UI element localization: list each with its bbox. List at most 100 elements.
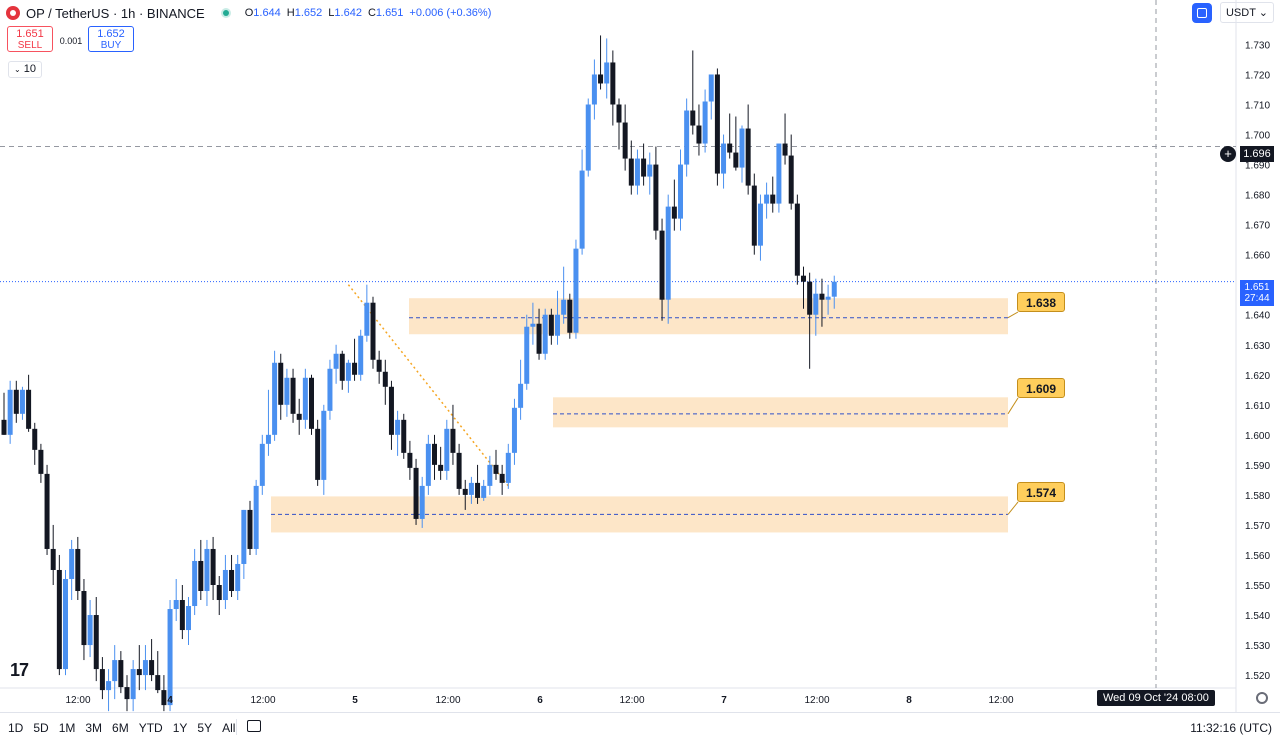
level-label-1574[interactable]: 1.574 — [1017, 482, 1065, 502]
candle-body — [290, 377, 296, 414]
candle-body — [32, 428, 38, 450]
buy-button[interactable]: 1.652 BUY — [88, 26, 134, 52]
candle-body — [419, 485, 425, 519]
candle-body — [702, 101, 708, 144]
price-tick-label: 1.670 — [1245, 221, 1270, 232]
range-1d[interactable]: 1D — [8, 721, 24, 735]
currency-select[interactable]: USDT ⌄ — [1219, 2, 1274, 23]
candle-body — [149, 660, 155, 676]
range-all[interactable]: All — [222, 721, 236, 735]
candle-body — [118, 660, 124, 688]
candle-body — [610, 62, 616, 105]
sell-button[interactable]: 1.651 SELL — [7, 26, 53, 52]
candle-body — [1, 419, 7, 435]
candle-body — [186, 606, 191, 631]
candle-body — [690, 110, 696, 126]
candle-body — [782, 143, 788, 156]
top-right-tools: USDT ⌄ — [1191, 2, 1274, 23]
candle-body — [333, 353, 339, 369]
candle-body — [352, 362, 358, 375]
candle-body — [831, 281, 837, 297]
candle-body — [536, 323, 542, 354]
price-tick-label: 1.530 — [1245, 641, 1270, 652]
candle-body — [739, 128, 745, 168]
candle-body — [229, 569, 235, 592]
ohlc-low: L1.642 — [328, 7, 362, 19]
candle-body — [524, 326, 530, 384]
time-tick-label: 12:00 — [435, 695, 460, 706]
candle-body — [358, 335, 364, 375]
price-change: +0.006 (+0.36%) — [409, 7, 492, 19]
candle-body — [142, 660, 148, 676]
candle-body — [75, 548, 81, 592]
time-tick-label: 6 — [537, 695, 543, 706]
candle-body — [13, 389, 19, 414]
candle-body — [388, 386, 394, 435]
candle-body — [653, 164, 659, 231]
candle-body — [407, 452, 413, 468]
candle-body — [50, 548, 56, 570]
price-tick-label: 1.660 — [1245, 251, 1270, 262]
settings-gear-icon[interactable] — [1256, 692, 1268, 704]
candle-body — [278, 362, 284, 405]
time-range-buttons: 1D 5D 1M 3M 6M YTD 1Y 5Y All — [8, 721, 235, 735]
candle-body — [216, 584, 222, 601]
level-label-1638[interactable]: 1.638 — [1017, 292, 1065, 312]
range-1m[interactable]: 1M — [58, 721, 76, 735]
price-tick-label: 1.550 — [1245, 581, 1270, 592]
time-tick-label: 12:00 — [804, 695, 829, 706]
candle-body — [745, 128, 751, 186]
time-tick-label: 8 — [906, 695, 912, 706]
candle-body — [382, 371, 388, 387]
price-tick-label: 1.680 — [1245, 191, 1270, 202]
range-5d[interactable]: 5D — [33, 721, 49, 735]
level-label-1609[interactable]: 1.609 — [1017, 378, 1065, 398]
last-price-tag: 1.651 27:44 — [1240, 280, 1274, 306]
candle-body — [136, 669, 142, 676]
add-alert-icon[interactable]: + — [1220, 146, 1236, 162]
candle-body — [432, 443, 437, 465]
candle-body — [210, 548, 216, 585]
price-tick-label: 1.580 — [1245, 491, 1270, 502]
lots-toggle[interactable]: ⌄ 10 — [8, 61, 42, 78]
candle-body — [376, 359, 382, 372]
compare-icon[interactable] — [1191, 2, 1212, 23]
candle-body — [696, 125, 702, 144]
candle-body — [56, 569, 62, 670]
candle-body — [573, 248, 579, 333]
candle-body — [235, 563, 241, 592]
candle-body — [542, 314, 548, 354]
range-5y[interactable]: 5Y — [197, 721, 213, 735]
range-6m[interactable]: 6M — [112, 721, 129, 735]
sell-price: 1.651 — [16, 28, 44, 40]
candle-body — [678, 164, 683, 219]
range-1y[interactable]: 1Y — [172, 721, 188, 735]
calendar-icon[interactable] — [247, 720, 261, 732]
candle-body — [616, 104, 622, 123]
candle-body — [634, 158, 640, 186]
candle-body — [315, 428, 321, 480]
candle-body — [493, 464, 499, 474]
price-tick-label: 1.700 — [1245, 131, 1270, 142]
range-3m[interactable]: 3M — [85, 721, 103, 735]
candle-body — [628, 158, 634, 186]
utc-clock[interactable]: 11:32:16 (UTC) — [1190, 721, 1272, 735]
candle-body — [794, 203, 800, 276]
spread-value: 0.001 — [59, 36, 83, 46]
candle-body — [284, 377, 290, 405]
price-tick-label: 1.690 — [1245, 161, 1270, 172]
price-tick-label: 1.600 — [1245, 431, 1270, 442]
symbol-title[interactable]: OP / TetherUS · 1h · BINANCE — [26, 5, 205, 21]
candle-body — [641, 158, 647, 177]
candle-body — [665, 206, 671, 300]
price-tick-label: 1.520 — [1245, 671, 1270, 682]
price-chart[interactable]: 1.520 1.530 1.540 1.550 1.560 1.570 1.580 1.590… — [0, 0, 1280, 712]
level-callout-line — [1007, 311, 1019, 319]
candle-body — [751, 185, 757, 246]
candle-body — [179, 600, 185, 631]
candle-body — [721, 143, 727, 174]
support-zone — [409, 298, 1008, 335]
candle-body — [7, 389, 13, 435]
range-ytd[interactable]: YTD — [138, 721, 163, 735]
candle-body — [819, 293, 825, 300]
